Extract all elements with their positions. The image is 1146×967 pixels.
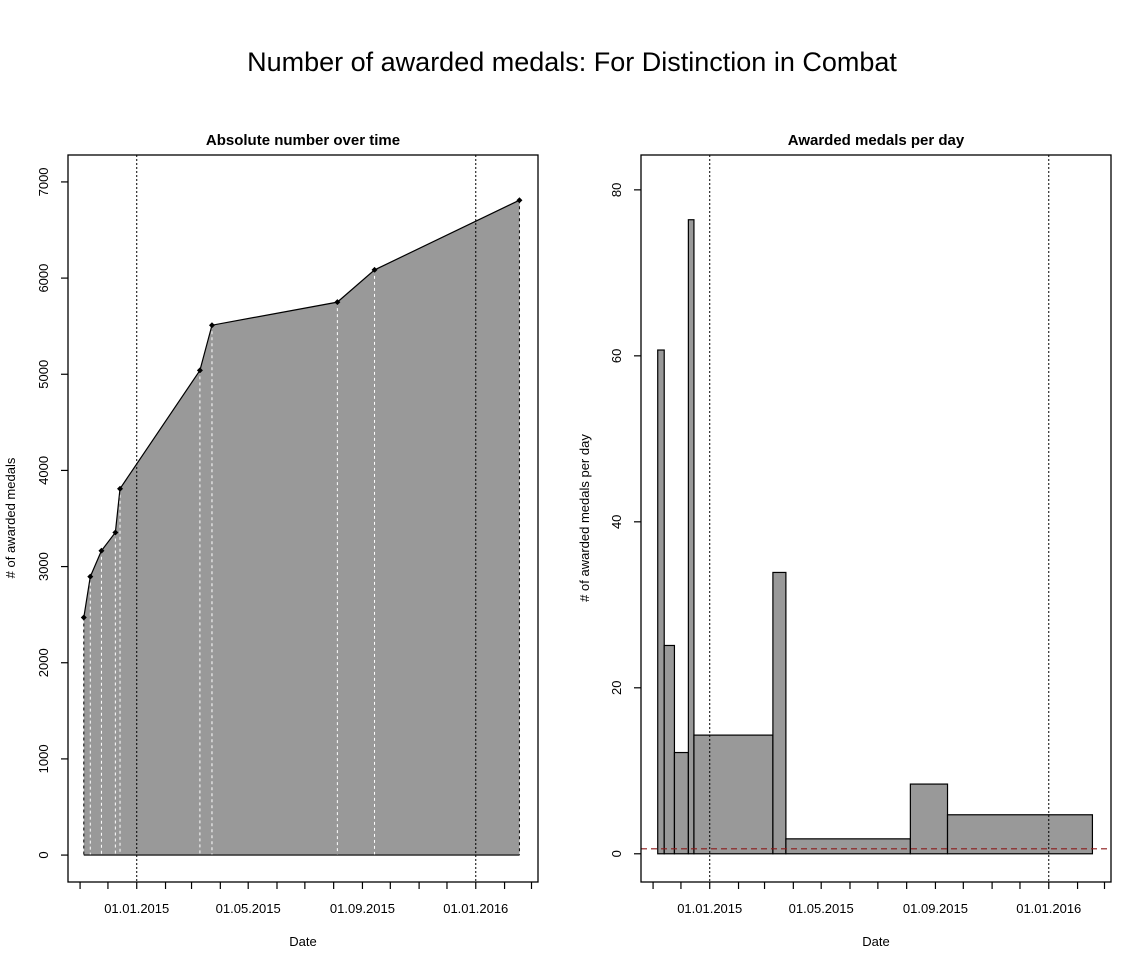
right-x-axis: 01.01.2015 01.05.2015 01.09.2015 01.01.2016 (652, 882, 1106, 916)
right-y-axis-label: # of awarded medals per day (577, 434, 592, 602)
right-panel-title: Awarded medals per day (788, 132, 965, 149)
right-plot-frame (640, 154, 1112, 883)
left-x-axis-label: Date (289, 934, 316, 949)
data-point (516, 197, 523, 204)
right-y-axis: 0 20 40 60 80 (609, 183, 641, 857)
x-tick-label: 01.01.2016 (443, 901, 508, 916)
bar (785, 838, 911, 855)
data-point (334, 299, 341, 306)
right-x-axis-label: Date (862, 934, 889, 949)
y-tick-label: 6000 (36, 264, 51, 293)
y-tick-label: 3000 (36, 552, 51, 581)
y-tick-label: 7000 (36, 167, 51, 196)
x-tick-label: 01.09.2015 (330, 901, 395, 916)
x-tick-label: 01.05.2015 (789, 901, 854, 916)
data-point (87, 573, 94, 580)
y-tick-label: 40 (609, 515, 624, 529)
main-title: Number of awarded medals: For Distinctio… (247, 47, 897, 77)
left-plot-frame (67, 154, 539, 883)
x-tick-label: 01.01.2016 (1016, 901, 1081, 916)
left-panel-title: Absolute number over time (206, 132, 400, 149)
bar (687, 219, 695, 855)
bar (657, 349, 665, 855)
series-line (83, 199, 520, 618)
left-panel-absolute: Absolute number over time 01.01.2015 01.0… (3, 132, 539, 949)
y-tick-label: 60 (609, 349, 624, 363)
y-tick-label: 20 (609, 681, 624, 695)
right-panel-per-day: Awarded medals per day 01.01.2015 01.05.2… (577, 132, 1112, 949)
bar (693, 734, 774, 855)
data-point (208, 322, 215, 329)
left-y-axis-label: # of awarded medals (3, 457, 18, 578)
x-tick-label: 01.09.2015 (903, 901, 968, 916)
bar (663, 644, 676, 855)
right-plot-area (641, 155, 1111, 882)
x-tick-label: 01.01.2015 (677, 901, 742, 916)
left-x-axis: 01.01.2015 01.05.2015 01.09.2015 01.01.2016 (79, 882, 533, 916)
data-point (117, 485, 124, 492)
left-y-axis: 0 1000 2000 3000 4000 5000 6000 7000 (36, 167, 68, 859)
data-point (196, 367, 203, 374)
x-tick-label: 01.01.2015 (104, 901, 169, 916)
data-point (112, 529, 119, 536)
data-point (371, 266, 378, 273)
data-point (98, 547, 105, 554)
y-tick-label: 1000 (36, 744, 51, 773)
left-plot-area (80, 155, 523, 882)
y-tick-label: 4000 (36, 456, 51, 485)
bar (772, 571, 787, 855)
x-tick-label: 01.05.2015 (216, 901, 281, 916)
bar (946, 814, 1094, 855)
y-tick-label: 0 (36, 851, 51, 858)
y-tick-label: 80 (609, 183, 624, 197)
y-tick-label: 0 (609, 850, 624, 857)
bar (909, 783, 949, 855)
y-tick-label: 2000 (36, 648, 51, 677)
y-tick-label: 5000 (36, 360, 51, 389)
area-fill (83, 200, 520, 856)
bar (673, 751, 689, 855)
data-point (80, 614, 87, 621)
